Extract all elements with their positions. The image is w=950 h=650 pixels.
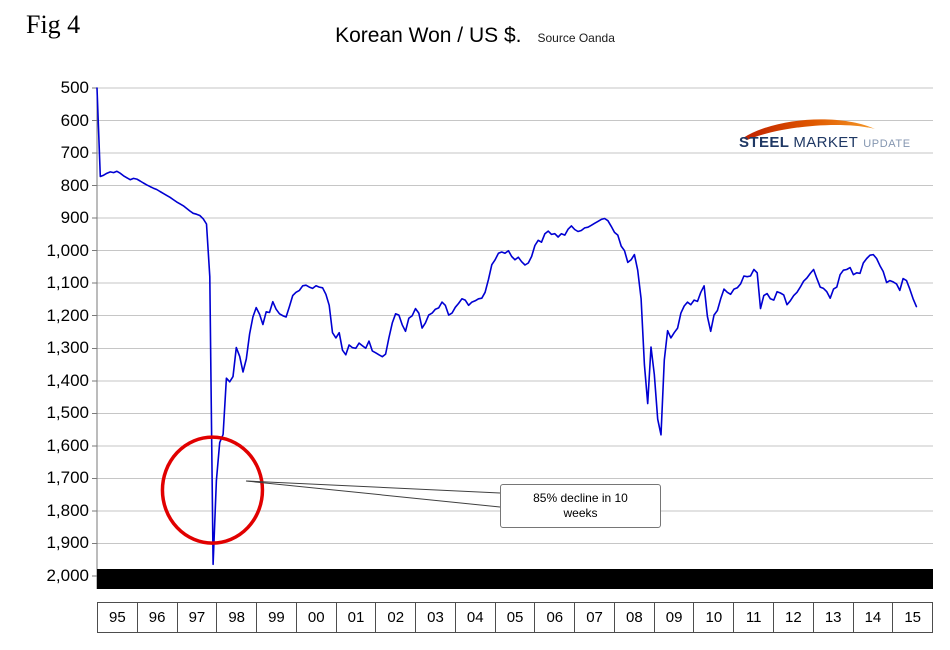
logo-swoosh-icon xyxy=(743,119,875,140)
logo-text: STEEL MARKET UPDATE xyxy=(739,134,911,152)
y-axis-tick-label: 1,700 xyxy=(46,468,89,488)
x-axis-tick-label: 00 xyxy=(297,603,337,632)
x-axis-tick-label: 13 xyxy=(814,603,854,632)
y-axis-tick-label: 1,500 xyxy=(46,403,89,423)
x-axis-tick-label: 96 xyxy=(138,603,178,632)
y-axis-tick-label: 1,600 xyxy=(46,435,89,455)
y-axis-tick-label: 500 xyxy=(60,78,89,97)
x-axis-tick-label: 15 xyxy=(904,609,922,626)
callout-text: 85% decline in 10 weeks xyxy=(533,491,628,520)
x-axis-tick-label: 07 xyxy=(575,603,615,632)
x-axis-tick-label: 08 xyxy=(615,603,655,632)
x-axis-tick-label: 10 xyxy=(694,603,735,632)
chart-title-row: Korean Won / US $. Source Oanda xyxy=(0,24,950,48)
callout-box: 85% decline in 10 weeks xyxy=(500,484,661,528)
x-axis-tick-label: 03 xyxy=(416,603,456,632)
x-axis-tick-label: 14 xyxy=(854,603,894,632)
x-axis-labels: 95 96 97 98 99 00 01 02 03 04 05 06 07 08 09 10 11 12 13 14… xyxy=(97,602,933,633)
price-line xyxy=(96,87,918,566)
y-axis-tick-label: 1,900 xyxy=(46,533,89,553)
x-axis-tick-label: 09 xyxy=(655,603,695,632)
crisis-circle-annotation xyxy=(160,435,265,545)
source-label: Source Oanda xyxy=(537,31,615,45)
y-axis-tick-label: 1,800 xyxy=(46,500,89,520)
x-axis-tick-label: 12 xyxy=(774,603,814,632)
x-axis-tick-label: 97 xyxy=(178,603,218,632)
y-axis-tick-label: 2,000 xyxy=(46,566,89,585)
y-axis-tick-label: 700 xyxy=(60,143,89,163)
y-axis-tick-label: 1,100 xyxy=(46,273,89,293)
y-axis-tick-label: 800 xyxy=(60,175,89,195)
chart-title: Korean Won / US $. xyxy=(335,24,522,47)
y-axis-tick-label: 1,200 xyxy=(46,305,89,325)
y-axis-tick-label: 1,400 xyxy=(46,370,89,390)
x-axis-tick-label: 98 xyxy=(217,603,258,632)
logo-word-market: MARKET xyxy=(793,134,859,151)
steel-market-update-logo: STEEL MARKET UPDATE xyxy=(733,110,913,158)
figure-number: Fig 4 xyxy=(26,10,81,39)
x-axis-tick-label: 04 xyxy=(456,603,496,632)
x-axis-tick-label: 02 xyxy=(376,603,417,632)
y-axis-tick-label: 900 xyxy=(60,208,89,228)
x-axis-tick-label: 05 xyxy=(496,603,536,632)
x-axis-tick-label: 11 xyxy=(734,603,775,632)
x-axis-tick-label: 06 xyxy=(535,603,576,632)
y-axis-tick-label: 1,000 xyxy=(46,240,89,260)
bottom-bar xyxy=(97,569,933,589)
x-axis-tick-label: 99 xyxy=(257,603,297,632)
y-axis-tick-label: 600 xyxy=(60,110,89,130)
callout-pointer-line xyxy=(245,480,501,494)
y-axis-tick-label: 1,300 xyxy=(46,338,89,358)
x-axis-tick-label: 95 xyxy=(98,603,138,632)
x-axis-tick-label: 01 xyxy=(337,603,377,632)
callout-pointer-line xyxy=(245,480,501,508)
logo-word-steel: STEEL xyxy=(739,134,790,151)
logo-word-update: UPDATE xyxy=(863,138,911,150)
